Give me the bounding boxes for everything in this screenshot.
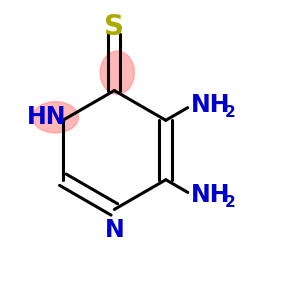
Text: 2: 2 — [225, 105, 236, 120]
Text: N: N — [104, 218, 124, 242]
Text: HN: HN — [27, 105, 66, 129]
Text: 2: 2 — [225, 195, 236, 210]
Ellipse shape — [100, 51, 134, 94]
Text: NH: NH — [191, 183, 230, 207]
Text: S: S — [104, 13, 124, 41]
Ellipse shape — [32, 102, 79, 133]
Text: NH: NH — [191, 93, 230, 117]
